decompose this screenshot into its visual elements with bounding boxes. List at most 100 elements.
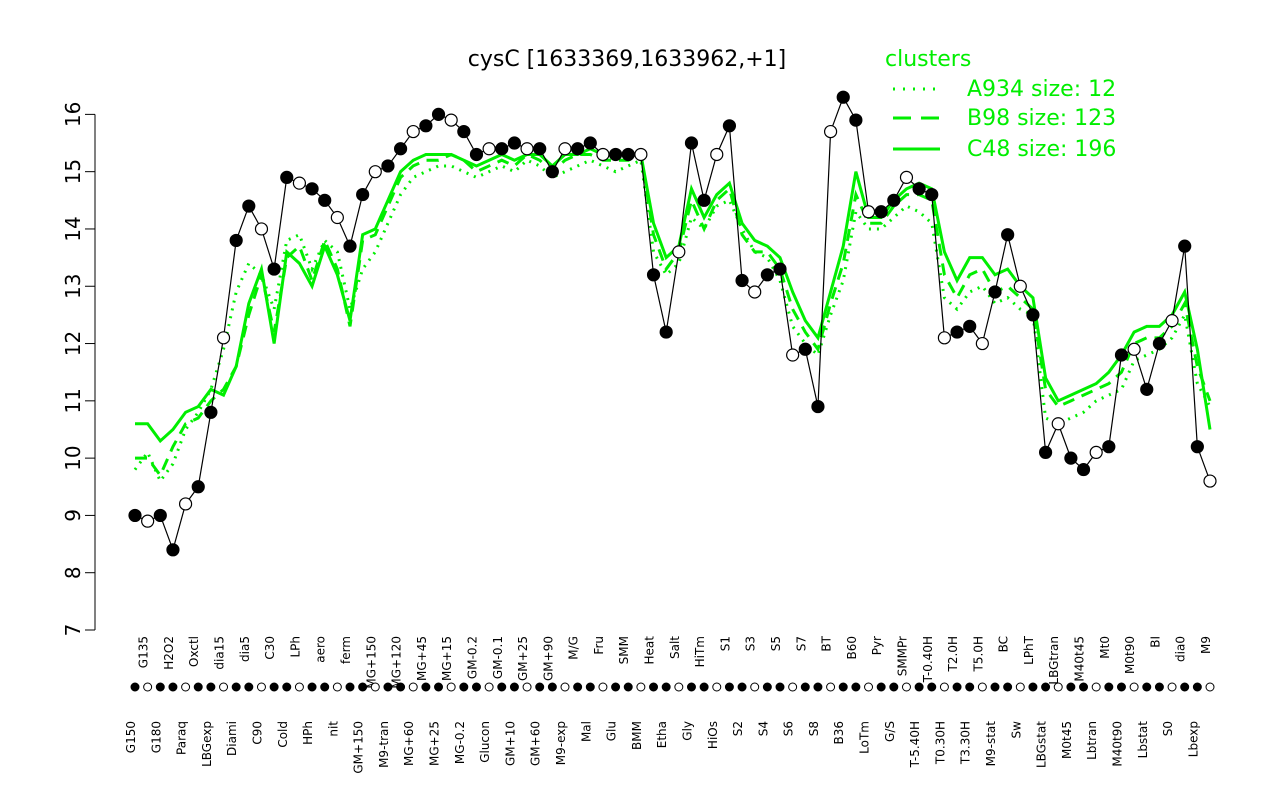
x-marker bbox=[497, 682, 507, 692]
data-point bbox=[874, 205, 888, 219]
data-point bbox=[1165, 314, 1179, 328]
y-tick-label: 12 bbox=[61, 331, 85, 356]
x-tick-label: LBGstat bbox=[1035, 721, 1049, 768]
x-marker bbox=[876, 682, 886, 692]
x-marker bbox=[282, 682, 292, 692]
data-point bbox=[1089, 445, 1103, 459]
x-tick-label: Salt bbox=[668, 636, 682, 659]
x-marker bbox=[168, 682, 178, 692]
data-point bbox=[963, 319, 977, 333]
x-marker bbox=[1003, 682, 1013, 692]
x-marker bbox=[231, 682, 241, 692]
x-marker bbox=[269, 682, 279, 692]
x-tick-label: S2 bbox=[731, 721, 745, 736]
x-marker bbox=[294, 682, 304, 692]
data-point bbox=[823, 124, 838, 139]
x-marker bbox=[522, 682, 532, 692]
data-point bbox=[166, 543, 180, 557]
data-point bbox=[330, 210, 344, 225]
data-point bbox=[267, 262, 281, 276]
x-tick-label: Glu bbox=[605, 721, 619, 741]
x-tick-label: T3.30H bbox=[959, 721, 973, 765]
x-tick-label: G/S bbox=[883, 721, 897, 742]
x-marker bbox=[573, 682, 583, 692]
data-point bbox=[204, 405, 218, 419]
data-point bbox=[242, 199, 256, 213]
x-marker bbox=[939, 682, 949, 692]
data-point bbox=[1140, 382, 1154, 396]
data-point bbox=[1064, 451, 1078, 465]
data-point bbox=[229, 233, 243, 248]
x-marker bbox=[965, 682, 975, 692]
data-point bbox=[292, 176, 307, 190]
x-tick-label: Lbstat bbox=[1136, 721, 1150, 759]
x-tick-label: GM+150 bbox=[352, 721, 366, 774]
x-tick-label: B36 bbox=[832, 721, 846, 745]
data-point bbox=[393, 142, 408, 156]
x-marker bbox=[661, 682, 671, 692]
x-tick-label: M40t45 bbox=[1073, 636, 1087, 682]
x-marker bbox=[762, 682, 772, 692]
x-tick-label: H2O2 bbox=[162, 636, 176, 670]
x-tick-label: MG+120 bbox=[390, 636, 404, 689]
x-tick-label: S7 bbox=[794, 636, 808, 651]
x-marker bbox=[611, 682, 621, 692]
x-marker bbox=[674, 682, 684, 692]
x-tick-label: HiOs bbox=[706, 721, 720, 749]
legend-title: clusters bbox=[885, 47, 971, 72]
x-marker bbox=[509, 682, 519, 692]
data-point bbox=[634, 147, 648, 162]
data-point bbox=[571, 142, 585, 156]
x-tick-label: BMM bbox=[630, 721, 644, 750]
x-tick-label: dia15 bbox=[213, 636, 227, 670]
x-tick-label: MG+150 bbox=[364, 636, 378, 689]
data-point bbox=[722, 119, 737, 133]
data-point bbox=[343, 239, 357, 253]
data-point bbox=[1038, 445, 1053, 459]
data-point bbox=[950, 325, 964, 339]
x-marker bbox=[307, 682, 317, 692]
data-point bbox=[735, 273, 749, 288]
data-point bbox=[697, 193, 711, 207]
x-tick-label: dia0 bbox=[1174, 636, 1188, 662]
data-point bbox=[1127, 342, 1141, 356]
x-tick-label: M40t90 bbox=[1110, 721, 1124, 767]
data-point bbox=[988, 285, 1002, 299]
y-tick-label: 8 bbox=[61, 566, 85, 579]
x-tick-label: Glucon bbox=[478, 721, 492, 763]
data-point bbox=[419, 119, 433, 133]
data-point bbox=[153, 508, 167, 523]
data-point bbox=[507, 136, 522, 150]
x-marker bbox=[649, 682, 659, 692]
x-marker bbox=[383, 682, 393, 692]
x-tick-label: Sw bbox=[1009, 721, 1023, 739]
x-tick-label: M9-stat bbox=[984, 721, 998, 767]
data-point bbox=[773, 262, 787, 276]
data-point bbox=[786, 348, 800, 362]
x-marker bbox=[838, 682, 848, 692]
x-tick-label: MG+45 bbox=[415, 636, 429, 681]
data-point bbox=[1076, 462, 1091, 477]
x-marker bbox=[421, 682, 431, 692]
x-tick-label: C90 bbox=[250, 721, 264, 745]
x-marker bbox=[990, 682, 1000, 692]
x-tick-label: G150 bbox=[124, 721, 138, 753]
data-point bbox=[444, 113, 458, 127]
x-axis: G150 G135 G180 H2O2 Paraq Oxctl LBGexp dia15 Dia… bbox=[124, 635, 1215, 774]
x-tick-label: S8 bbox=[807, 721, 821, 736]
series-layer bbox=[133, 147, 1212, 485]
data-point bbox=[760, 268, 774, 282]
data-point bbox=[457, 124, 471, 139]
data-point bbox=[1203, 474, 1217, 488]
x-marker bbox=[977, 682, 987, 692]
legend: clusters A934 size: 12 B98 size: 123 C48 s… bbox=[885, 47, 1116, 162]
points-line bbox=[134, 95, 1211, 552]
x-tick-label: HiTm bbox=[693, 636, 707, 667]
x-marker bbox=[826, 682, 836, 692]
x-tick-label: nit bbox=[326, 721, 340, 737]
x-tick-label: ferm bbox=[339, 636, 353, 664]
data-point bbox=[798, 342, 812, 356]
x-marker bbox=[320, 682, 330, 692]
y-tick-label: 13 bbox=[61, 274, 85, 299]
